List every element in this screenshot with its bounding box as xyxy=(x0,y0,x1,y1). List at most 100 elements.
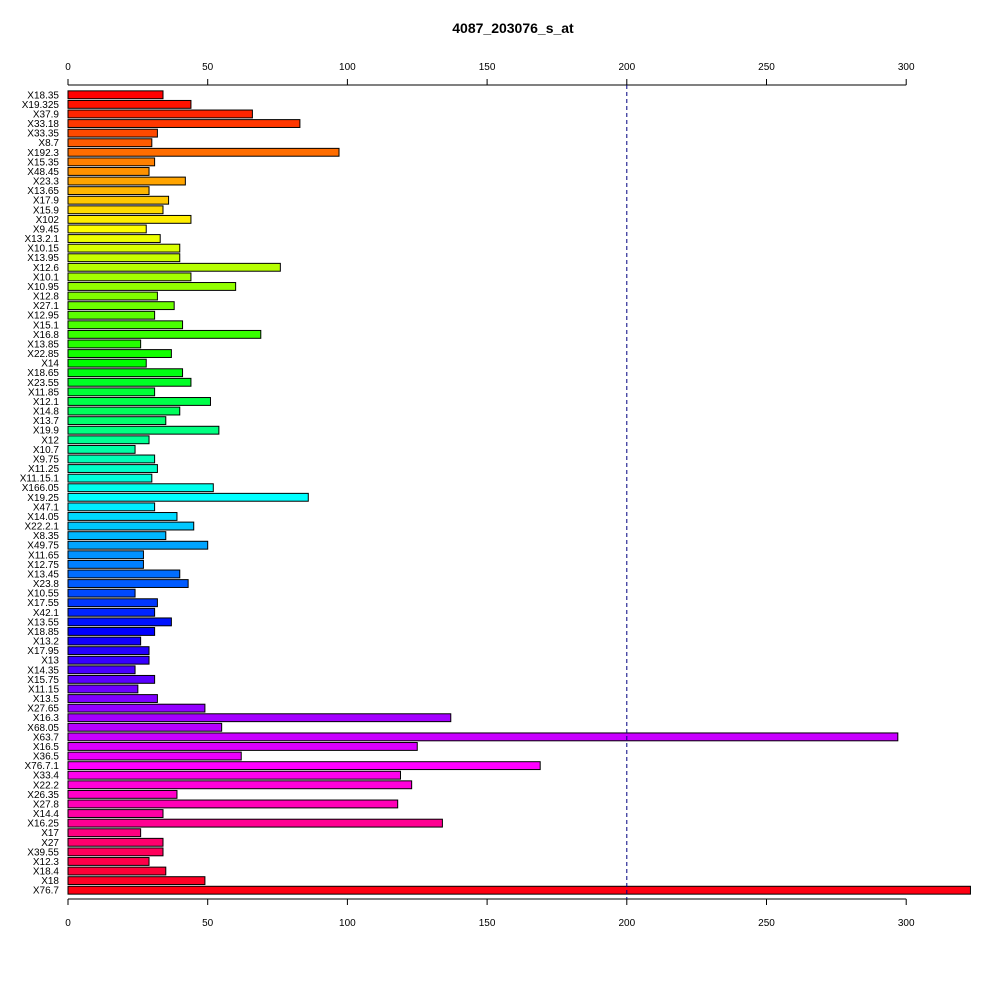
bar xyxy=(67,627,156,636)
category-label: X13.95 xyxy=(27,253,59,264)
bar xyxy=(67,157,156,167)
category-label: X47.1 xyxy=(33,502,60,513)
category-label: X68.05 xyxy=(27,723,59,734)
bar xyxy=(67,655,150,665)
category-label: X23.8 xyxy=(33,579,60,590)
category-label: X11.85 xyxy=(28,387,59,398)
top-axis-tick-label: 0 xyxy=(65,62,71,73)
bar xyxy=(67,732,899,742)
category-label: X11.25 xyxy=(28,464,59,475)
bar xyxy=(67,368,184,378)
bar xyxy=(67,607,156,617)
category-label: X13 xyxy=(41,656,59,667)
bar xyxy=(67,473,153,483)
category-label: X36.5 xyxy=(33,752,60,763)
bar xyxy=(67,272,192,282)
category-label: X26.35 xyxy=(27,790,59,801)
category-label: X18 xyxy=(41,876,59,887)
bar xyxy=(67,186,150,196)
category-label: X13.5 xyxy=(33,694,60,705)
category-label: X12 xyxy=(41,435,59,446)
category-label: X22.2.1 xyxy=(25,522,60,533)
category-label: X27 xyxy=(41,838,59,849)
category-label: X13.2 xyxy=(33,637,60,648)
bar xyxy=(67,761,541,771)
bar xyxy=(67,147,340,157)
category-label: X12.75 xyxy=(27,560,59,571)
category-label: X33.4 xyxy=(33,771,60,782)
bar xyxy=(67,502,156,512)
category-label: X17.9 xyxy=(33,196,60,207)
category-label: X10.15 xyxy=(27,244,59,255)
bar xyxy=(67,444,136,454)
bar xyxy=(67,799,399,809)
bar xyxy=(67,866,167,876)
category-label: X18.35 xyxy=(27,90,59,101)
category-label: X16.5 xyxy=(33,742,60,753)
category-label: X13.7 xyxy=(33,416,60,427)
top-axis-tick-label: 150 xyxy=(479,62,496,73)
category-label: X192.3 xyxy=(27,148,59,159)
bar xyxy=(67,483,214,493)
category-label: X12.8 xyxy=(33,292,60,303)
category-label: X42.1 xyxy=(33,608,60,619)
category-label: X14.05 xyxy=(27,512,59,523)
category-label: X16.3 xyxy=(33,713,60,724)
category-label: X17.95 xyxy=(27,646,59,657)
category-label: X10.7 xyxy=(33,445,60,456)
bar xyxy=(67,464,158,473)
bar xyxy=(67,167,150,176)
bar xyxy=(67,512,178,521)
category-label: X11.65 xyxy=(28,550,59,561)
category-label: X9.75 xyxy=(33,454,60,465)
category-label: X48.45 xyxy=(27,167,59,178)
bar xyxy=(67,703,206,713)
bar xyxy=(67,569,181,579)
bar xyxy=(67,224,147,234)
category-labels: X18.35X19.325X37.9X33.18X33.35X8.7X192.3… xyxy=(20,90,60,896)
category-label: X16.8 xyxy=(33,330,60,341)
bar xyxy=(67,291,158,301)
bottom-axis-tick-label: 100 xyxy=(339,918,356,929)
category-label: X27.1 xyxy=(33,301,60,312)
category-label: X15.75 xyxy=(27,675,59,686)
category-label: X13.85 xyxy=(27,339,59,350)
bar xyxy=(67,588,136,598)
bar xyxy=(67,262,281,272)
bar xyxy=(67,176,186,186)
bar xyxy=(67,320,184,330)
category-label: X13.2.1 xyxy=(25,234,60,245)
category-label: X33.18 xyxy=(27,119,59,130)
category-label: X12.6 xyxy=(33,263,60,274)
category-label: X10.55 xyxy=(27,589,59,600)
category-label: X10.95 xyxy=(27,282,59,293)
bar xyxy=(67,550,144,560)
bar xyxy=(67,339,142,349)
top-axis-tick-label: 300 xyxy=(898,62,915,73)
bar xyxy=(67,138,153,148)
category-label: X8.35 xyxy=(33,531,60,542)
bar xyxy=(67,425,220,435)
bar xyxy=(67,579,189,588)
category-label: X18.65 xyxy=(27,368,59,379)
bar xyxy=(67,713,452,723)
bar xyxy=(67,406,181,416)
bar xyxy=(67,636,142,646)
bar xyxy=(67,416,167,426)
category-label: X19.25 xyxy=(27,493,59,504)
bar xyxy=(67,329,262,339)
bar xyxy=(67,684,139,694)
bottom-axis-tick-label: 0 xyxy=(65,918,71,929)
bar xyxy=(67,780,413,790)
bar xyxy=(67,387,156,397)
category-label: X19.9 xyxy=(33,426,60,437)
category-label: X23.3 xyxy=(33,177,60,188)
category-label: X15.9 xyxy=(33,205,60,216)
bar xyxy=(67,119,301,128)
bar xyxy=(67,665,136,675)
bar xyxy=(67,598,158,608)
bar xyxy=(67,646,150,656)
category-label: X12.95 xyxy=(27,311,59,322)
bar xyxy=(67,837,164,847)
category-label: X13.65 xyxy=(27,186,59,197)
